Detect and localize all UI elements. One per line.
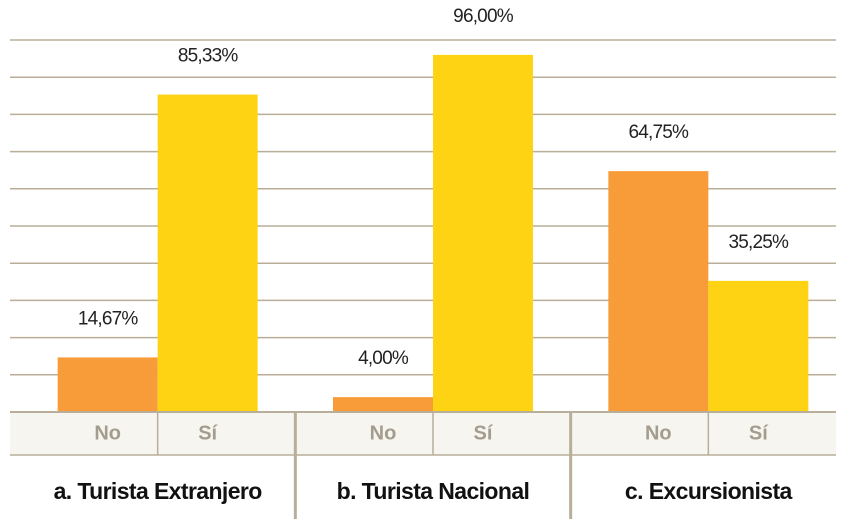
bar <box>157 94 258 413</box>
series-label: No <box>370 422 397 444</box>
x-tick-label: a. Turista Extranjero <box>54 478 263 504</box>
value-label: 35,25% <box>729 232 790 253</box>
value-label: 64,75% <box>629 122 690 143</box>
bar <box>333 397 433 412</box>
sub-label-band <box>10 412 836 455</box>
bar <box>708 280 809 412</box>
series-label: Sí <box>474 422 494 444</box>
value-label: 4,00% <box>358 348 409 369</box>
series-label: Sí <box>198 422 218 444</box>
value-label: 14,67% <box>78 308 139 329</box>
bar <box>57 357 158 412</box>
x-tick-label: c. Excursionista <box>625 478 793 504</box>
bar <box>433 54 533 412</box>
bar <box>608 171 709 412</box>
series-label: No <box>645 422 672 444</box>
value-label: 96,00% <box>453 6 514 27</box>
value-label: 85,33% <box>178 46 239 67</box>
x-tick-label: b. Turista Nacional <box>337 478 530 504</box>
series-label: No <box>94 422 121 444</box>
series-label: Sí <box>749 422 769 444</box>
